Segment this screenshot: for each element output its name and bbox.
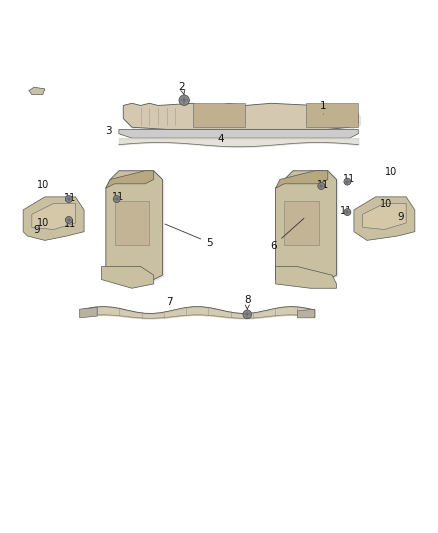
Polygon shape [106,171,154,188]
Text: 10: 10 [37,217,49,228]
Circle shape [65,216,72,223]
Polygon shape [363,204,406,230]
Circle shape [243,310,252,319]
Text: 1: 1 [320,101,327,114]
Text: 11: 11 [64,193,76,203]
Circle shape [113,196,120,203]
Text: 11: 11 [340,206,353,216]
Polygon shape [102,266,154,288]
Polygon shape [125,106,360,132]
Text: 9: 9 [34,225,40,236]
Text: 11: 11 [343,174,356,184]
Circle shape [344,208,351,215]
Polygon shape [123,103,358,130]
Polygon shape [276,266,336,288]
Polygon shape [277,172,338,281]
Polygon shape [80,308,97,318]
Text: 11: 11 [64,219,76,229]
Text: 11: 11 [112,192,124,202]
Text: 10: 10 [385,167,397,177]
Polygon shape [119,130,358,138]
Polygon shape [276,171,328,188]
Polygon shape [29,87,45,94]
Polygon shape [297,309,315,318]
Polygon shape [276,171,336,279]
Text: 8: 8 [244,295,251,309]
Polygon shape [106,171,162,279]
Polygon shape [193,103,245,127]
Text: 10: 10 [37,180,49,190]
Polygon shape [115,201,149,245]
Circle shape [179,95,189,106]
Polygon shape [23,197,84,240]
Circle shape [318,182,325,189]
Circle shape [344,178,351,185]
Polygon shape [306,103,358,127]
Text: 2: 2 [179,82,185,94]
Circle shape [65,196,72,203]
Text: 4: 4 [218,134,225,144]
Text: 11: 11 [317,180,328,190]
Polygon shape [32,204,75,230]
Polygon shape [354,197,415,240]
Text: 3: 3 [105,126,111,136]
Polygon shape [107,172,164,281]
Text: 6: 6 [270,219,304,251]
Text: 5: 5 [165,224,213,247]
Text: 10: 10 [381,199,393,209]
Polygon shape [284,201,319,245]
Text: 7: 7 [166,297,172,307]
Text: 9: 9 [398,212,404,222]
